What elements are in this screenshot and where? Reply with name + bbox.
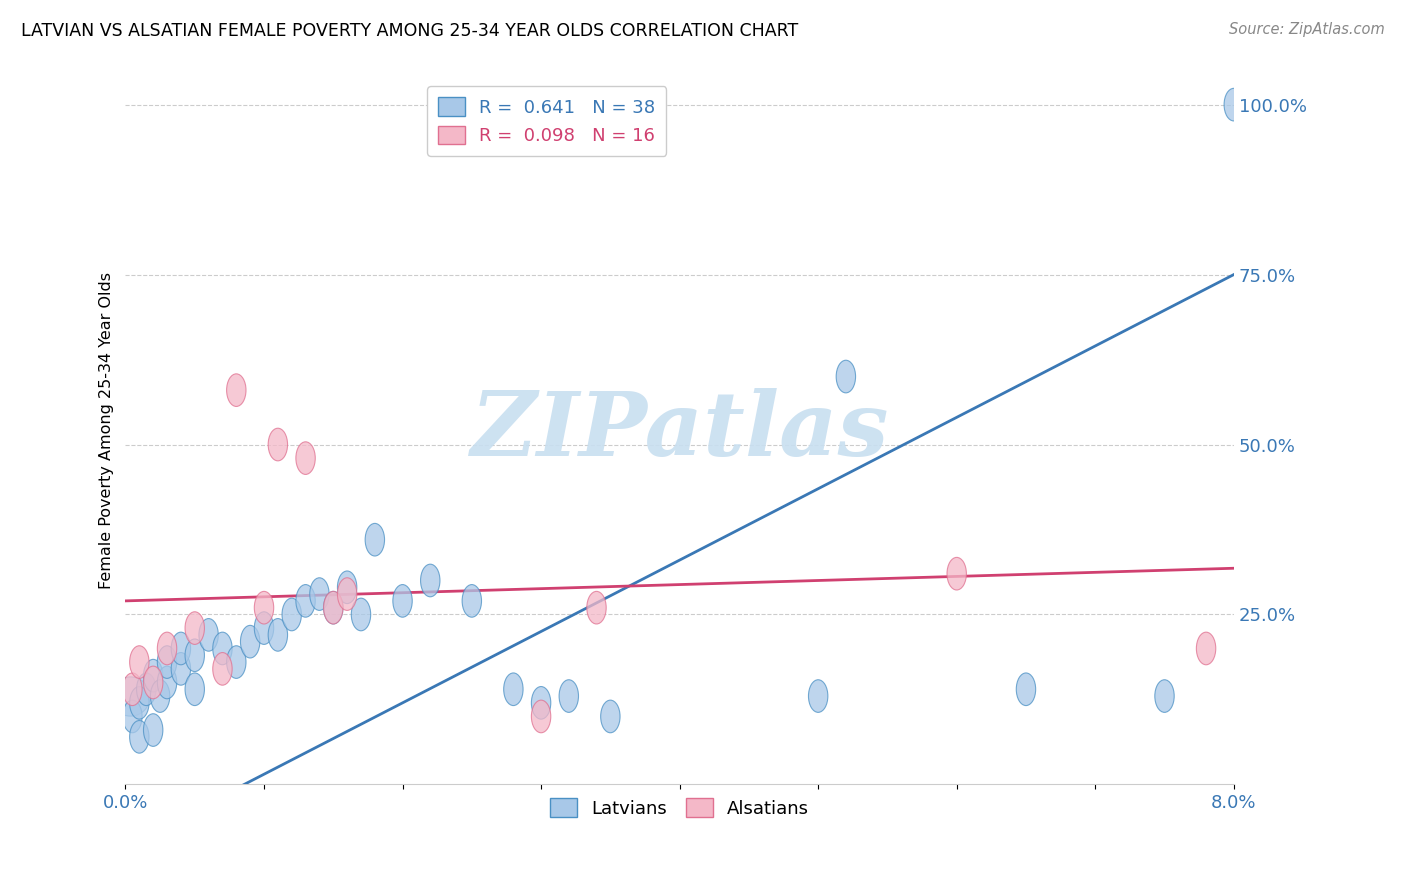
- Ellipse shape: [172, 632, 191, 665]
- Ellipse shape: [157, 666, 177, 698]
- Ellipse shape: [198, 618, 218, 651]
- Ellipse shape: [254, 612, 274, 644]
- Ellipse shape: [463, 584, 481, 617]
- Ellipse shape: [186, 639, 204, 672]
- Ellipse shape: [143, 659, 163, 692]
- Ellipse shape: [323, 591, 343, 624]
- Ellipse shape: [392, 584, 412, 617]
- Ellipse shape: [129, 721, 149, 753]
- Ellipse shape: [531, 700, 551, 732]
- Ellipse shape: [1154, 680, 1174, 713]
- Ellipse shape: [948, 558, 966, 590]
- Text: ZIPatlas: ZIPatlas: [471, 388, 889, 475]
- Ellipse shape: [226, 646, 246, 679]
- Ellipse shape: [295, 442, 315, 475]
- Point: [118, 689, 141, 703]
- Ellipse shape: [560, 680, 578, 713]
- Ellipse shape: [420, 564, 440, 597]
- Ellipse shape: [136, 673, 156, 706]
- Ellipse shape: [186, 673, 204, 706]
- Ellipse shape: [157, 646, 177, 679]
- Ellipse shape: [269, 618, 288, 651]
- Ellipse shape: [531, 687, 551, 719]
- Ellipse shape: [808, 680, 828, 713]
- Ellipse shape: [122, 673, 142, 706]
- Ellipse shape: [240, 625, 260, 658]
- Legend: Latvians, Alsatians: Latvians, Alsatians: [543, 791, 817, 825]
- Ellipse shape: [150, 680, 170, 713]
- Ellipse shape: [503, 673, 523, 706]
- Ellipse shape: [309, 578, 329, 610]
- Ellipse shape: [352, 599, 371, 631]
- Text: LATVIAN VS ALSATIAN FEMALE POVERTY AMONG 25-34 YEAR OLDS CORRELATION CHART: LATVIAN VS ALSATIAN FEMALE POVERTY AMONG…: [21, 22, 799, 40]
- Ellipse shape: [337, 571, 357, 604]
- Text: Source: ZipAtlas.com: Source: ZipAtlas.com: [1229, 22, 1385, 37]
- Ellipse shape: [254, 591, 274, 624]
- Ellipse shape: [283, 599, 301, 631]
- Ellipse shape: [129, 687, 149, 719]
- Ellipse shape: [1197, 632, 1216, 665]
- Ellipse shape: [186, 612, 204, 644]
- Ellipse shape: [157, 632, 177, 665]
- Ellipse shape: [143, 714, 163, 747]
- Ellipse shape: [129, 646, 149, 679]
- Ellipse shape: [143, 666, 163, 698]
- Ellipse shape: [212, 632, 232, 665]
- Ellipse shape: [172, 653, 191, 685]
- Ellipse shape: [226, 374, 246, 407]
- Ellipse shape: [337, 578, 357, 610]
- Y-axis label: Female Poverty Among 25-34 Year Olds: Female Poverty Among 25-34 Year Olds: [100, 272, 114, 590]
- Ellipse shape: [1017, 673, 1036, 706]
- Ellipse shape: [122, 700, 142, 732]
- Ellipse shape: [600, 700, 620, 732]
- Ellipse shape: [269, 428, 288, 461]
- Ellipse shape: [295, 584, 315, 617]
- Ellipse shape: [212, 653, 232, 685]
- Ellipse shape: [366, 524, 384, 556]
- Ellipse shape: [837, 360, 856, 392]
- Ellipse shape: [586, 591, 606, 624]
- Ellipse shape: [323, 591, 343, 624]
- Ellipse shape: [1225, 88, 1243, 121]
